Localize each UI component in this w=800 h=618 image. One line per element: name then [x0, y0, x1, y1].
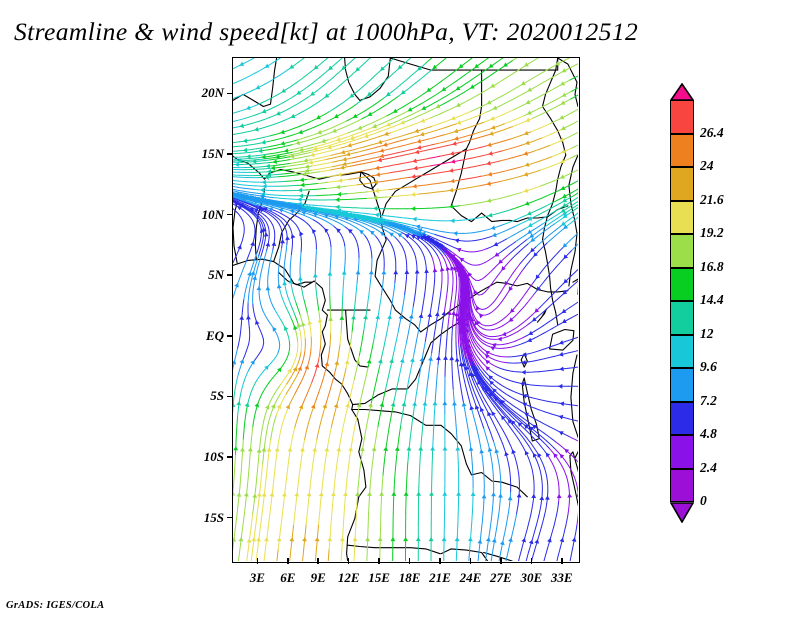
colorbar-tick-label: 14.4	[700, 292, 724, 307]
x-tick-label: 21E	[429, 570, 451, 585]
colorbar-cap-low	[669, 502, 695, 524]
y-tick-mark	[227, 213, 233, 216]
colorbar-band	[670, 401, 694, 435]
colorbar-tick-label: 4.8	[700, 426, 717, 441]
colorbar-tick-label: 12	[700, 325, 714, 341]
colorbar-tick-label: 19.2	[700, 225, 724, 240]
streamlines	[233, 58, 578, 561]
y-tick-mark	[227, 92, 233, 95]
x-tick-label: 30E	[520, 570, 543, 585]
x-tick-mark	[317, 558, 320, 564]
y-tick-mark	[227, 153, 233, 155]
colorbar-band	[670, 234, 694, 268]
y-tick-label: 15N	[201, 145, 224, 161]
y-tick-label: 20N	[201, 85, 224, 101]
x-tick-label: 27E	[490, 570, 512, 585]
x-tick-mark	[439, 558, 441, 564]
y-tick-mark	[227, 274, 233, 276]
x-tick-label: 3E	[249, 570, 265, 585]
x-tick-mark	[530, 558, 533, 564]
colorbar-tick-label: 26.4	[700, 124, 724, 140]
colorbar-cap-high	[669, 82, 695, 101]
x-tick-mark	[287, 558, 289, 564]
colorbar-tick-label: 21.6	[700, 191, 724, 207]
colorbar-tick-label: 9.6	[700, 359, 717, 374]
map-plot-area	[232, 57, 580, 563]
y-tick-mark	[227, 456, 233, 458]
x-tick-label: 33E	[550, 570, 573, 585]
y-tick-label: 5S	[210, 388, 224, 404]
colorbar-band	[670, 435, 694, 469]
colorbar-tick-label: 16.8	[700, 258, 724, 274]
y-tick-label: 15S	[203, 509, 224, 525]
colorbar-band	[670, 133, 694, 167]
colorbar-tick-label: 7.2	[700, 392, 717, 408]
y-tick-label: 5N	[208, 267, 224, 283]
colorbar-band	[670, 267, 694, 301]
x-tick-label: 12E	[337, 570, 360, 585]
streamline-field	[233, 58, 578, 561]
x-tick-label: 18E	[398, 570, 421, 585]
colorbar-tick-label: 24	[700, 158, 714, 173]
colorbar: 0 2.4 4.8 7.2 9.6 12 14.4 16.8 19.2 21.6 24 26.4	[669, 82, 790, 524]
page-title: Streamline & wind speed[kt] at 1000hPa, …	[14, 17, 639, 46]
x-tick-mark	[347, 558, 350, 564]
colorbar-tick-label: 2.4	[700, 459, 717, 475]
x-tick-mark	[469, 558, 472, 564]
x-tick-mark	[560, 558, 563, 564]
x-tick-mark	[500, 558, 502, 564]
x-tick-label: 9E	[310, 570, 326, 585]
y-tick-label: EQ	[205, 327, 224, 343]
colorbar-band	[670, 334, 694, 368]
x-tick-mark	[378, 558, 380, 564]
colorbar-band	[670, 100, 694, 134]
x-tick-label: 15E	[368, 570, 390, 585]
colorbar-band	[670, 301, 694, 335]
y-tick-mark	[227, 334, 233, 337]
x-tick-label: 6E	[280, 570, 296, 585]
y-tick-mark	[227, 516, 233, 519]
x-tick-label: 24E	[459, 570, 482, 585]
y-tick-label: 10N	[201, 206, 224, 222]
colorbar-band	[670, 167, 694, 201]
colorbar-band	[670, 468, 694, 502]
x-tick-mark	[256, 558, 259, 564]
colorbar-band	[670, 368, 694, 402]
footer-credit: GrADS: IGES/COLA	[6, 600, 105, 611]
x-tick-mark	[408, 558, 411, 564]
y-tick-label: 10S	[203, 448, 224, 464]
y-tick-mark	[227, 395, 233, 398]
colorbar-tick-label: 0	[700, 493, 707, 508]
colorbar-band	[670, 200, 694, 234]
